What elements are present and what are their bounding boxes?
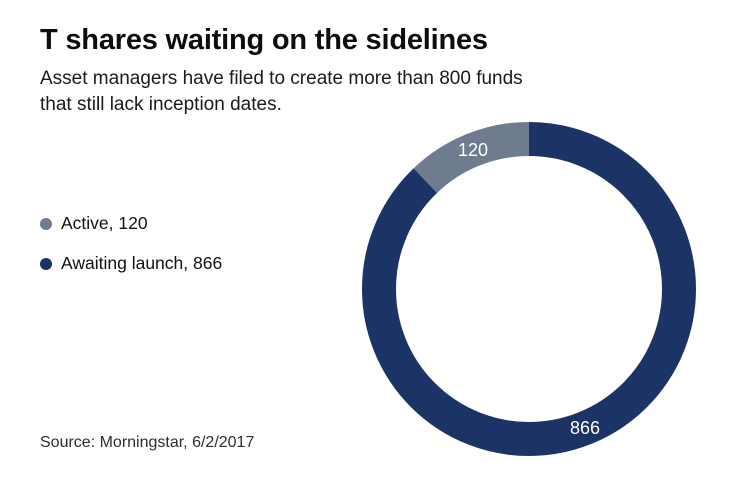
donut-segment-active bbox=[362, 122, 696, 456]
subtitle-line-1: Asset managers have filed to create more… bbox=[40, 68, 523, 89]
chart-title: T shares waiting on the sidelines bbox=[40, 24, 488, 56]
legend-dot-active-icon bbox=[40, 217, 52, 230]
donut-segment-awaiting-launch bbox=[362, 122, 696, 456]
slice-value-label-awaiting-launch: 866 bbox=[570, 418, 600, 438]
subtitle-line-2: that still lack inception dates. bbox=[40, 94, 282, 115]
legend-item-awaiting-launch: Awaiting launch, 866 bbox=[40, 253, 223, 273]
donut-chart-container: 866 120 bbox=[349, 109, 709, 469]
donut-chart: 866 120 bbox=[362, 122, 696, 456]
chart-subtitle: Asset managers have filed to create more… bbox=[40, 66, 523, 118]
slice-value-label-active: 120 bbox=[458, 140, 488, 160]
source-attribution: Source: Morningstar, 6/2/2017 bbox=[40, 434, 255, 451]
legend-item-active: Active, 120 bbox=[40, 213, 222, 233]
legend: Active, 120 Awaiting launch, 866 bbox=[40, 213, 223, 294]
legend-label-awaiting-launch: Awaiting launch, 866 bbox=[61, 253, 223, 273]
legend-label-active: Active, 120 bbox=[61, 213, 148, 233]
legend-dot-awaiting-launch-icon bbox=[40, 257, 52, 270]
